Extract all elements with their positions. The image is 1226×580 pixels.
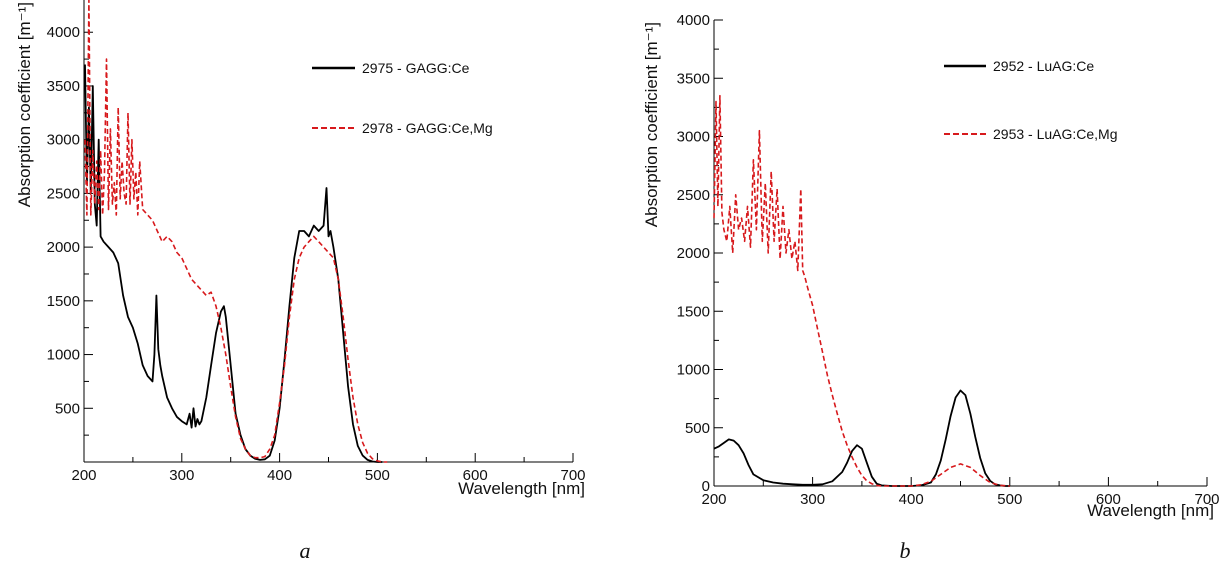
panel-b-series [713, 94, 1010, 487]
x-tick-label: 700 [1194, 491, 1219, 508]
panel-a-series [84, 0, 388, 463]
y-tick-label: 0 [702, 478, 710, 495]
panel-b-y-axis-title: Absorption coefficient [m⁻¹] [642, 22, 661, 227]
panel-a: 200 300 400 500 600 700 500 1000 1500 2000 2500 300… [15, 0, 586, 563]
panel-a-x-axis-title: Wavelength [nm] [458, 479, 585, 498]
series-line-a-1 [84, 64, 383, 463]
y-tick-label: 500 [55, 400, 80, 417]
x-tick-label: 300 [800, 491, 825, 508]
x-tick-label: 200 [701, 491, 726, 508]
y-tick-label: 2000 [677, 245, 710, 262]
x-tick-label: 500 [365, 467, 390, 484]
y-tick-label: 3500 [47, 78, 80, 95]
legend-label-luag-ce-mg: 2953 - LuAG:Ce,Mg [993, 126, 1118, 142]
x-tick-label: 200 [71, 467, 96, 484]
x-tick-label: 500 [997, 491, 1022, 508]
y-tick-label: 2000 [47, 239, 80, 256]
panel-b: 200 300 400 500 600 700 0 500 1000 1500 2000 2500 30… [642, 12, 1220, 563]
x-tick-label: 400 [899, 491, 924, 508]
panel-a-legend: 2975 - GAGG:Ce 2978 - GAGG:Ce,Mg [312, 60, 493, 136]
y-tick-label: 3000 [677, 129, 710, 146]
panel-b-caption: b [900, 538, 911, 563]
legend-label-gagg-ce: 2975 - GAGG:Ce [362, 60, 470, 76]
x-tick-label: 600 [1096, 491, 1121, 508]
series-line-a-2 [84, 0, 388, 463]
x-tick-label: 700 [560, 467, 585, 484]
x-tick-label: 400 [267, 467, 292, 484]
panel-b-ticks: 200 300 400 500 600 700 0 500 1000 1500 2000 2500 30… [677, 12, 1220, 508]
y-tick-label: 1500 [677, 303, 710, 320]
y-tick-label: 1000 [677, 362, 710, 379]
y-tick-label: 500 [685, 420, 710, 437]
y-tick-label: 3500 [677, 70, 710, 87]
x-tick-label: 300 [169, 467, 194, 484]
panel-b-x-axis-title: Wavelength [nm] [1087, 501, 1214, 520]
y-tick-label: 4000 [677, 12, 710, 29]
y-tick-label: 3000 [47, 132, 80, 149]
legend-label-gagg-ce-mg: 2978 - GAGG:Ce,Mg [362, 120, 493, 136]
panel-a-y-axis-title: Absorption coefficient [m⁻¹] [15, 2, 34, 207]
y-tick-label: 2500 [47, 185, 80, 202]
x-tick-label: 600 [463, 467, 488, 484]
y-tick-label: 2500 [677, 187, 710, 204]
legend-label-luag-ce: 2952 - LuAG:Ce [993, 58, 1094, 74]
series-line-b-2 [713, 94, 1010, 487]
series-line-b-1 [713, 389, 1010, 487]
y-tick-label: 1500 [47, 293, 80, 310]
panel-a-ticks: 200 300 400 500 600 700 500 1000 1500 2000 2500 300… [47, 24, 586, 484]
panel-b-legend: 2952 - LuAG:Ce 2953 - LuAG:Ce,Mg [944, 58, 1118, 142]
y-tick-label: 4000 [47, 24, 80, 41]
panel-a-caption: a [300, 538, 311, 563]
y-tick-label: 1000 [47, 347, 80, 364]
